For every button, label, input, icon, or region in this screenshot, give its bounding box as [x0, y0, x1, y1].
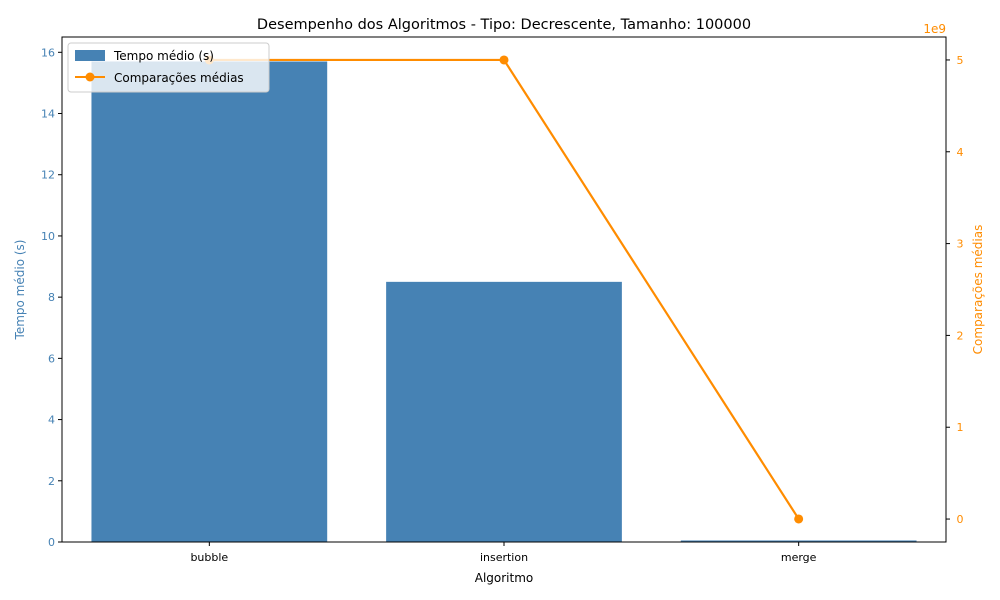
left-tick-label: 0	[48, 536, 55, 549]
left-tick-label: 12	[41, 169, 55, 182]
bars-layer	[91, 61, 917, 542]
y-axis-label: Tempo médio (s)	[13, 240, 27, 341]
x-tick-label: bubble	[190, 551, 228, 564]
y2-axis-label: Comparações médias	[971, 225, 985, 355]
x-tick-label: merge	[781, 551, 817, 564]
left-tick-label: 6	[48, 352, 55, 365]
right-tick-label: 4	[957, 146, 964, 159]
bar-merge	[680, 540, 917, 542]
left-tick-label: 14	[41, 108, 55, 121]
left-tick-label: 4	[48, 414, 55, 427]
legend-box	[67, 42, 270, 93]
left-tick-label: 8	[48, 291, 55, 304]
left-y-axis: 0 2 4 6 8 10 12 14 16	[41, 46, 62, 549]
legend-bar-swatch	[75, 50, 105, 61]
comparisons-point-merge	[794, 514, 804, 524]
left-tick-label: 16	[41, 46, 55, 59]
x-tick-label: insertion	[480, 551, 528, 564]
right-tick-label: 3	[957, 238, 964, 251]
left-tick-label: 10	[41, 230, 55, 243]
right-tick-label: 2	[957, 329, 964, 342]
chart-title: Desempenho dos Algoritmos - Tipo: Decres…	[257, 17, 751, 33]
legend-bar-label: Tempo médio (s)	[113, 49, 214, 63]
right-tick-label: 5	[957, 54, 964, 67]
right-tick-label: 0	[957, 513, 964, 526]
x-axis-label: Algoritmo	[475, 571, 534, 585]
x-axis: bubble insertion merge	[190, 542, 817, 564]
legend-line-label: Comparações médias	[114, 71, 244, 85]
legend: Tempo médio (s) Comparações médias	[67, 42, 270, 93]
right-tick-label: 1	[957, 421, 964, 434]
y2-offset-label: 1e9	[923, 22, 946, 36]
bar-bubble	[91, 61, 328, 542]
legend-line-marker	[85, 72, 95, 82]
right-y-axis: 0 1 2 3 4 5	[946, 54, 964, 526]
bar-insertion	[386, 281, 622, 542]
comparisons-point-insertion	[499, 55, 509, 65]
left-tick-label: 2	[48, 475, 55, 488]
